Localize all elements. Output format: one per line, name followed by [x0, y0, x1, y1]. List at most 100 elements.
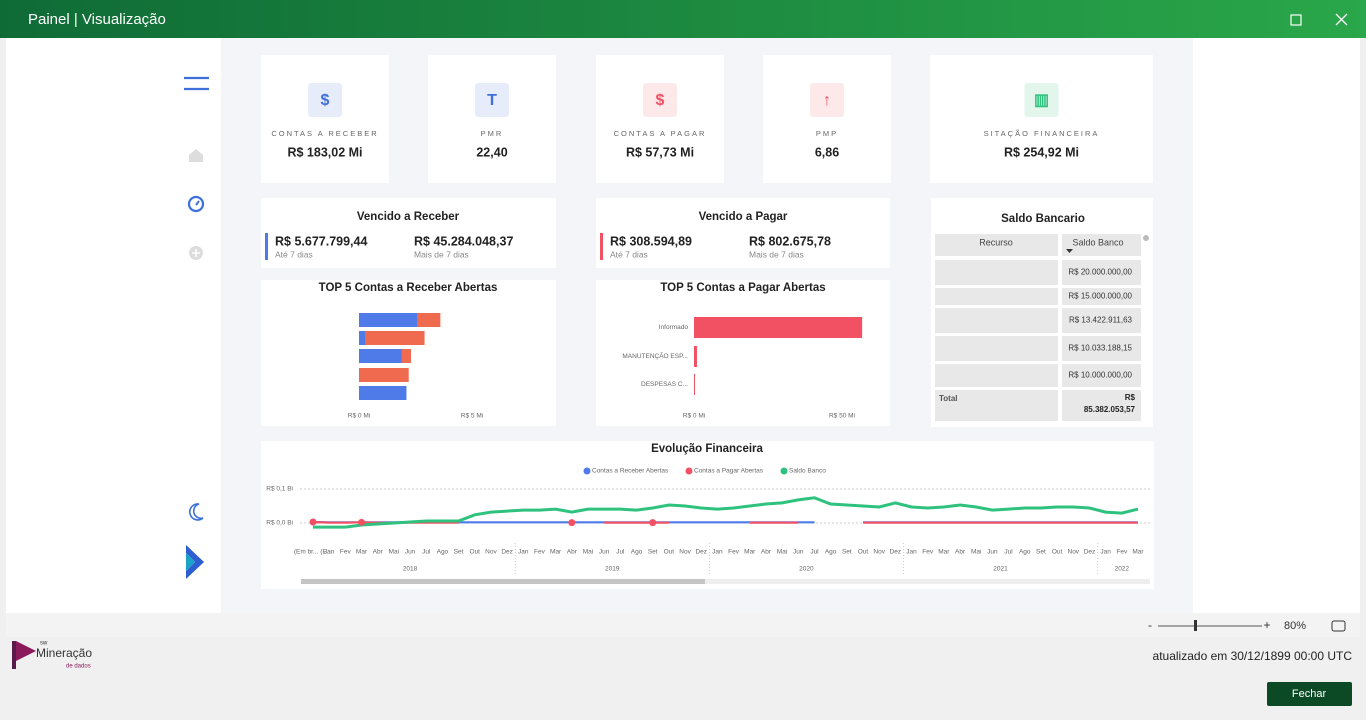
- x-tick-label: R$ 5 Mi: [461, 413, 483, 420]
- kpi-value: 22,40: [476, 145, 507, 159]
- year-label: 2022: [1115, 566, 1130, 573]
- bar: [365, 331, 425, 345]
- x-tick-label: Mai: [971, 549, 981, 556]
- kpi-glyph: T: [487, 92, 497, 109]
- header-cell[interactable]: [1062, 234, 1141, 256]
- card: [596, 280, 890, 426]
- x-tick-label: Fev: [340, 549, 352, 556]
- card-title: Vencido a Receber: [357, 211, 460, 223]
- x-tick-label: Jun: [793, 549, 804, 556]
- x-tick-label: R$ 50 Mi: [829, 413, 855, 420]
- cell-value: R$ 10.000.000,00: [1068, 371, 1132, 380]
- card: [261, 198, 556, 268]
- zoom-level: 80%: [1284, 620, 1306, 632]
- zoom-out[interactable]: -: [1148, 618, 1152, 632]
- theme-icon[interactable]: [189, 503, 204, 521]
- year-label: 2021: [993, 566, 1008, 573]
- scroll-thumb[interactable]: [301, 579, 705, 584]
- x-tick-label: Set: [842, 549, 852, 556]
- x-tick-label: R$ 0 Mi: [683, 413, 705, 420]
- cell: [935, 260, 1058, 285]
- total-label: Total: [939, 394, 958, 403]
- point: [649, 519, 657, 527]
- chart-title: TOP 5 Contas a Pagar Abertas: [660, 282, 825, 294]
- amount-label: Até 7 dias: [275, 249, 313, 259]
- zoom-in[interactable]: +: [1263, 618, 1270, 632]
- x-tick-label: Jan: [1100, 549, 1111, 556]
- y-tick-label: R$ 0,1 Bi: [266, 486, 293, 493]
- amount-label: Até 7 dias: [610, 249, 648, 259]
- x-tick-label: Fev: [922, 549, 934, 556]
- x-tick-label: Dez: [501, 549, 513, 556]
- x-tick-label: Jan: [518, 549, 529, 556]
- x-tick-label: Mar: [744, 549, 756, 556]
- bar: [359, 368, 409, 382]
- amount-label: Mais de 7 dias: [749, 249, 804, 259]
- x-tick-label: Jun: [599, 549, 610, 556]
- scroll-track: [301, 579, 1150, 584]
- x-tick-label: Out: [858, 549, 869, 556]
- bar: [694, 374, 695, 395]
- updated-text: atualizado em 30/12/1899 00:00 UTC: [1153, 649, 1353, 663]
- kpi-label: PMP: [816, 129, 838, 138]
- kpi-card: [428, 55, 556, 183]
- accent: [265, 233, 268, 260]
- x-tick-label: Mar: [1132, 549, 1144, 556]
- close-icon[interactable]: [1335, 13, 1348, 26]
- kpi-icon: [308, 83, 342, 117]
- kpi-label: CONTAS A RECEBER: [271, 129, 378, 138]
- header-cell: [935, 234, 1058, 256]
- cell-value: R$ 20.000.000,00: [1068, 268, 1132, 277]
- kpi-value: 6,86: [815, 145, 839, 159]
- kpi-card: [930, 55, 1153, 183]
- close-button[interactable]: [1267, 682, 1352, 706]
- x-tick-label: Fev: [728, 549, 740, 556]
- gauge-icon[interactable]: [187, 195, 205, 213]
- zoom-thumb[interactable]: [1194, 620, 1197, 631]
- cell-value: R$ 13.422.911,63: [1069, 316, 1133, 325]
- menu-icon[interactable]: [184, 76, 209, 91]
- x-tick-label: Abr: [955, 549, 966, 556]
- status-bar: [6, 613, 1360, 637]
- x-tick-label: Fev: [534, 549, 546, 556]
- point: [309, 518, 317, 526]
- x-tick-label: Jan: [906, 549, 917, 556]
- x-tick-label: Out: [470, 549, 481, 556]
- total-cell: [935, 390, 1058, 421]
- x-tick-label: Mar: [550, 549, 562, 556]
- line: [313, 496, 1139, 529]
- legend-marker: [685, 467, 693, 475]
- kpi-icon: [643, 83, 677, 117]
- point: [568, 519, 576, 527]
- x-tick-label: Jul: [1004, 549, 1013, 556]
- x-tick-label: Jun: [987, 549, 998, 556]
- x-tick-label: Ago: [825, 549, 837, 556]
- brand-logo: [16, 641, 36, 661]
- maximize-button[interactable]: [1290, 14, 1302, 26]
- home-icon[interactable]: [189, 149, 203, 162]
- amount: R$ 308.594,89: [610, 234, 692, 248]
- x-tick-label: Ago: [1019, 549, 1031, 556]
- x-tick-label: Mar: [938, 549, 950, 556]
- year-label: 2020: [799, 566, 814, 573]
- legend-label: Contas a Receber Abertas: [592, 468, 669, 475]
- kpi-glyph: $: [321, 92, 330, 109]
- amount: R$ 5.677.799,44: [275, 234, 367, 248]
- card: [596, 198, 890, 268]
- bar: [694, 317, 863, 338]
- point: [358, 518, 366, 526]
- x-tick-label: Set: [1036, 549, 1046, 556]
- chart-title: TOP 5 Contas a Receber Abertas: [319, 282, 498, 294]
- cell: [1062, 288, 1141, 305]
- kpi-glyph: $: [656, 92, 665, 109]
- legend-label: Saldo Banco: [789, 468, 826, 475]
- kpi-value: R$ 183,02 Mi: [287, 145, 362, 159]
- card: [261, 441, 1154, 589]
- fit-icon[interactable]: [1331, 620, 1346, 632]
- cell: [935, 336, 1058, 361]
- x-tick-label: Set: [648, 549, 658, 556]
- brand-top: sw: [40, 641, 48, 647]
- cell: [1062, 336, 1141, 361]
